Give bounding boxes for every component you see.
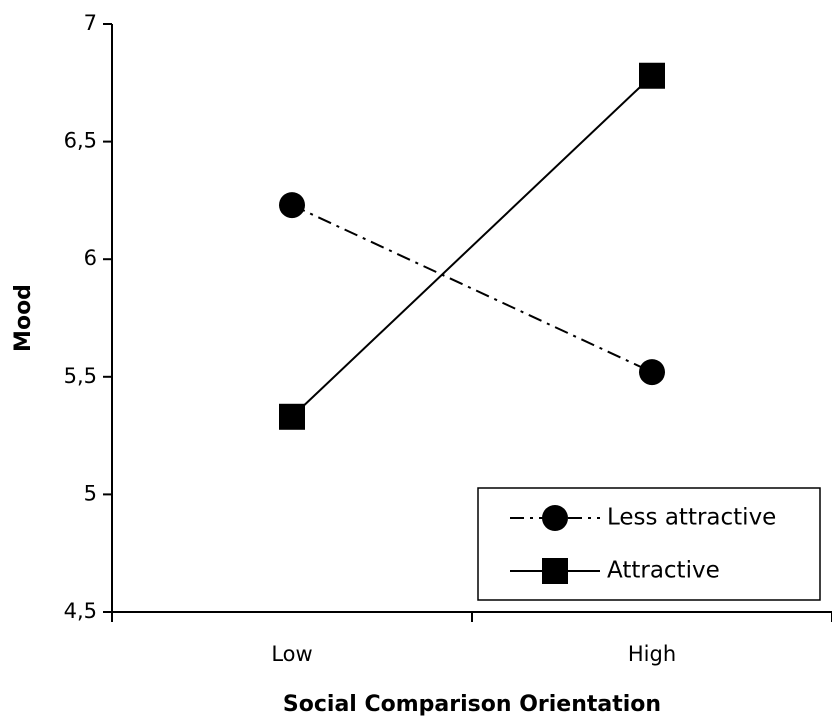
data-point [279,403,305,430]
x-tick-label: Low [271,642,312,666]
data-point [639,62,665,89]
y-tick-label: 7 [84,11,97,35]
legend-box [477,487,821,601]
legend-marker [542,505,568,531]
legend-label: Attractive [607,558,720,584]
series-layer [279,62,665,430]
x-axis-title: Social Comparison Orientation [283,692,661,717]
legend-marker [542,558,568,584]
y-ticks: 4,5 5 5,5 6 6,5 7 [64,11,112,623]
y-tick-label: 5 [84,481,97,505]
series-line [291,204,653,374]
data-point [639,359,665,386]
data-point [279,192,305,219]
legend: Less attractive Attractive [477,487,821,601]
legend-label: Less attractive [607,505,776,531]
y-axis-title: Mood [11,284,36,352]
legend-entries: Less attractive Attractive [510,505,776,584]
y-tick-label: 6,5 [64,129,97,153]
x-tick-label: High [628,642,676,666]
series-line [291,75,653,418]
y-tick-label: 5,5 [64,364,97,388]
x-ticks: Low High [111,612,832,666]
y-tick-label: 4,5 [64,599,97,623]
y-tick-label: 6 [84,246,97,270]
